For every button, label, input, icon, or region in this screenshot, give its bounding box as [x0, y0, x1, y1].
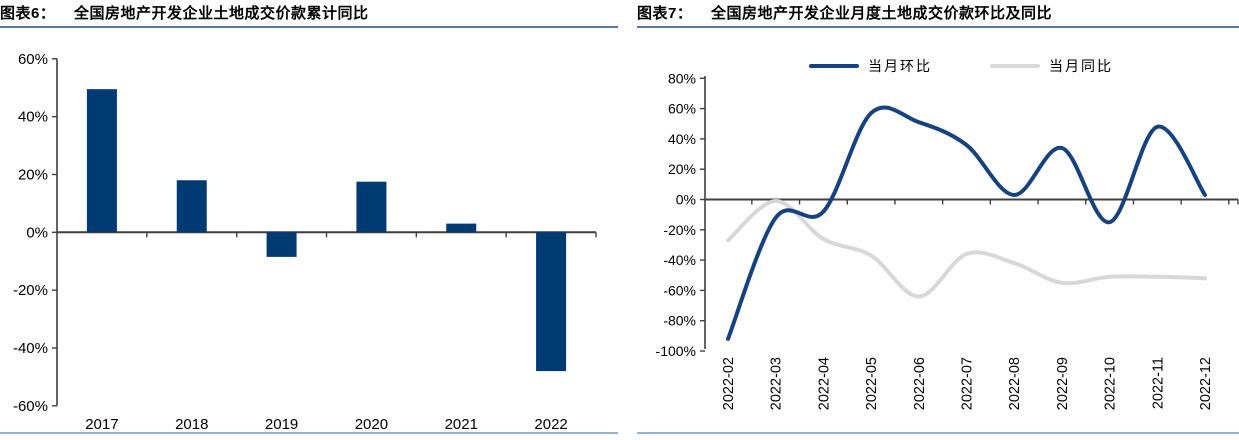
y-tick-label: -40% — [13, 340, 48, 357]
figure-6-bottom-border — [0, 432, 618, 434]
x-month-label-group: 2022-10 — [1103, 357, 1119, 410]
y-tick-label: 0% — [676, 192, 696, 208]
y-tick-label: 40% — [668, 131, 696, 147]
x-month-label: 2022-11 — [1150, 357, 1166, 409]
y-tick-label: -20% — [663, 222, 696, 238]
x-month-label-group: 2022-04 — [816, 357, 832, 410]
figure-7-panel: 图表7： 全国房地产开发企业月度土地成交价款环比及同比 80% 60% 40% 20%… — [637, 0, 1239, 440]
y-tick-label: 40% — [18, 109, 48, 126]
figure-6-title: 图表6： 全国房地产开发企业土地成交价款累计同比 — [0, 2, 369, 23]
x-category-label: 2021 — [445, 416, 478, 433]
figure-7-label: 图表7： — [637, 5, 693, 22]
legend-line-swatch-yoy — [990, 64, 1040, 68]
y-tick-label: -80% — [663, 313, 696, 329]
y-tick-label: 60% — [668, 101, 696, 117]
x-month-label: 2022-12 — [1198, 357, 1214, 410]
figure-6-title-underline — [0, 26, 618, 28]
y-tick-label: -60% — [13, 398, 48, 415]
x-month-label: 2022-02 — [721, 357, 737, 410]
line-chart-canvas: 80% 60% 40% 20% 0% -20% -40% -60% -80% -100% 2022-… — [656, 70, 1239, 410]
y-tick-label: 20% — [18, 166, 48, 183]
x-month-label-group: 2022-11 — [1150, 357, 1166, 409]
series-line-mom — [726, 105, 1207, 341]
x-month-label-group: 2022-08 — [1007, 357, 1023, 410]
x-month-label: 2022-06 — [912, 357, 928, 410]
bar-2022 — [536, 232, 567, 372]
x-month-label: 2022-05 — [864, 357, 880, 410]
figure-7-bottom-border — [637, 432, 1239, 434]
x-category-label: 2020 — [355, 416, 388, 433]
x-month-label: 2022-07 — [960, 357, 976, 410]
x-month-label: 2022-09 — [1055, 357, 1071, 410]
x-category-label: 2017 — [85, 416, 118, 433]
x-category-label: 2022 — [534, 416, 567, 433]
figure-6-title-text: 全国房地产开发企业土地成交价款累计同比 — [74, 5, 369, 22]
y-tick-label: -40% — [663, 252, 696, 268]
x-month-label-group: 2022-02 — [721, 357, 737, 410]
legend-item-mom: 当月环比 — [809, 56, 932, 76]
x-month-label: 2022-10 — [1103, 357, 1119, 410]
legend-label-mom: 当月环比 — [868, 58, 932, 74]
bar-2021 — [446, 223, 477, 233]
legend-line-swatch-mom — [809, 64, 859, 68]
x-category-label: 2019 — [265, 416, 298, 433]
x-month-label-group: 2022-09 — [1055, 357, 1071, 410]
y-tick-label: -100% — [656, 343, 696, 359]
x-month-label-group: 2022-03 — [769, 357, 785, 410]
figure-6-label: 图表6： — [0, 5, 56, 22]
figure-7-title-underline — [637, 26, 1239, 28]
x-month-label-group: 2022-07 — [960, 357, 976, 410]
y-tick-label: 60% — [18, 51, 48, 68]
y-tick-label: 20% — [668, 161, 696, 177]
x-month-label-group: 2022-06 — [912, 357, 928, 410]
y-tick-label: -20% — [13, 282, 48, 299]
x-month-label: 2022-04 — [816, 357, 832, 410]
legend-label-yoy: 当月同比 — [1049, 58, 1113, 74]
legend-item-yoy: 当月同比 — [990, 56, 1113, 76]
x-month-label-group: 2022-05 — [864, 357, 880, 410]
y-tick-label: -60% — [663, 282, 696, 298]
chart-legend: 当月环比 当月同比 — [809, 56, 1113, 76]
x-month-label: 2022-08 — [1007, 357, 1023, 410]
bar-2020 — [356, 181, 387, 233]
x-month-label-group: 2022-12 — [1198, 357, 1214, 410]
series-line-yoy — [726, 198, 1207, 299]
figure-7-title-text: 全国房地产开发企业月度土地成交价款环比及同比 — [711, 5, 1053, 22]
bar-2018 — [176, 180, 207, 233]
figure-7-title: 图表7： 全国房地产开发企业月度土地成交价款环比及同比 — [637, 2, 1052, 23]
figure-6-panel: 图表6： 全国房地产开发企业土地成交价款累计同比 60% 40% 20% 0% -20%… — [0, 0, 618, 440]
x-category-label: 2018 — [175, 416, 208, 433]
y-tick-label: 0% — [26, 224, 48, 241]
y-tick-label: 80% — [668, 70, 696, 86]
bar-chart-canvas: 60% 40% 20% 0% -20% -40% -60% 2017 2018 2019 2020 2… — [13, 51, 597, 433]
x-month-label: 2022-03 — [769, 357, 785, 410]
bar-2019 — [266, 232, 297, 257]
bar-2017 — [86, 89, 117, 233]
